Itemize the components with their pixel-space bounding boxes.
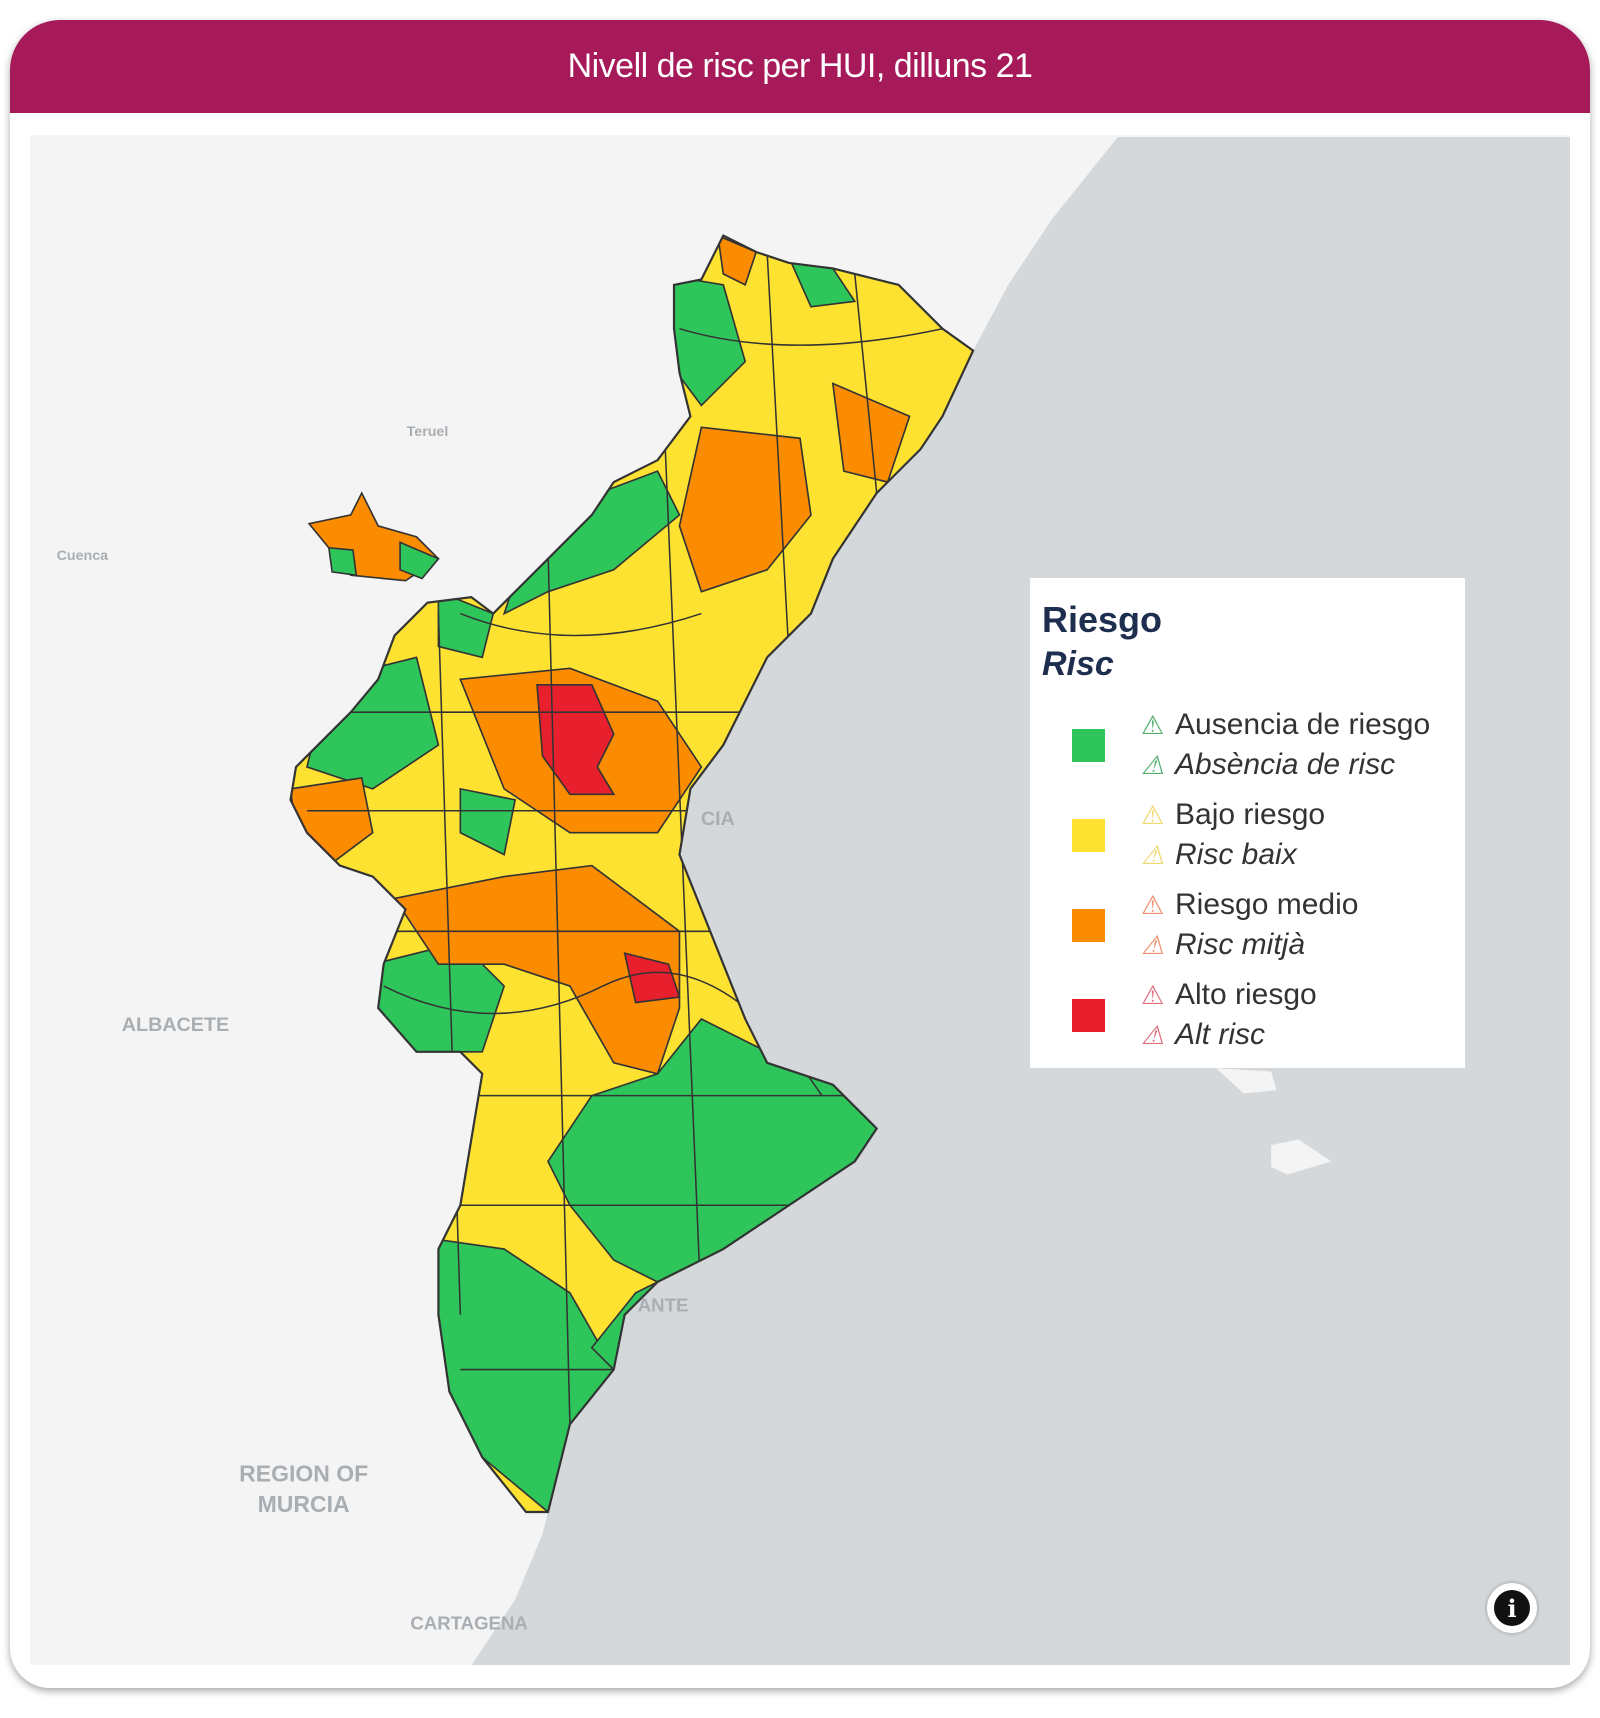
risk-legend: Riesgo Risc ⚠ Ausencia de riesgo ⚠ Absènci…	[1030, 578, 1465, 1068]
legend-label-ca: Risc mitjà	[1175, 928, 1306, 961]
enclave-rincon-de-ademuz[interactable]	[307, 491, 440, 582]
warning-icon: ⚠	[1141, 750, 1165, 780]
map-canvas[interactable]: Teruel Cuenca ALBACETE REGION OF MURCIA …	[30, 135, 1570, 1665]
legend-label-ca: Risc baix	[1175, 838, 1297, 871]
balearic-island	[1271, 1139, 1332, 1175]
warning-icon: ⚠	[1141, 930, 1165, 960]
legend-label-es: Bajo riesgo	[1175, 798, 1326, 831]
legend-label-es: Alto riesgo	[1175, 978, 1317, 1011]
info-icon: i	[1494, 1590, 1530, 1626]
warning-icon: ⚠	[1141, 800, 1165, 830]
warning-icon: ⚠	[1141, 840, 1165, 870]
legend-item-low[interactable]: ⚠ Bajo riesgo ⚠ Risc baix	[1042, 790, 1465, 880]
legend-item-high[interactable]: ⚠ Alto riesgo ⚠ Alt risc	[1042, 970, 1465, 1060]
balearic-island	[1216, 1068, 1277, 1094]
label-alicante: ANTE	[638, 1295, 689, 1316]
warning-icon: ⚠	[1141, 890, 1165, 920]
card-title: Nivell de risc per HUI, dilluns 21	[567, 47, 1033, 85]
label-valencia: CIA	[701, 808, 735, 830]
legend-swatch-green	[1072, 728, 1105, 762]
label-murcia: MURCIA	[258, 1491, 350, 1517]
legend-label-ca: Alt risc	[1175, 1018, 1265, 1051]
legend-subtitle: Risc	[1042, 645, 1114, 683]
label-cuenca: Cuenca	[57, 548, 109, 564]
label-cartagena: CARTAGENA	[410, 1612, 528, 1633]
legend-label-es: Ausencia de riesgo	[1175, 708, 1431, 741]
map-view[interactable]: Teruel Cuenca ALBACETE REGION OF MURCIA …	[30, 135, 1570, 1665]
legend-swatch-red	[1072, 998, 1105, 1032]
card-header: Nivell de risc per HUI, dilluns 21	[10, 20, 1590, 113]
label-region-of: REGION OF	[239, 1460, 368, 1486]
legend-label-es: Riesgo medio	[1175, 888, 1359, 921]
legend-title: Riesgo	[1042, 599, 1163, 640]
warning-icon: ⚠	[1141, 980, 1165, 1010]
legend-swatch-yellow	[1072, 818, 1105, 852]
risk-map-card: Nivell de risc per HUI, dilluns 21	[10, 20, 1590, 1688]
legend-label-ca: Absència de risc	[1175, 748, 1396, 781]
label-albacete: ALBACETE	[122, 1014, 229, 1036]
label-teruel: Teruel	[407, 424, 449, 440]
warning-icon: ⚠	[1141, 1020, 1165, 1050]
sea	[471, 136, 1570, 1665]
legend-swatch-orange	[1072, 908, 1105, 942]
warning-icon: ⚠	[1141, 710, 1165, 740]
legend-item-none[interactable]: ⚠ Ausencia de riesgo ⚠ Absència de risc	[1042, 700, 1465, 790]
legend-item-medium[interactable]: ⚠ Riesgo medio ⚠ Risc mitjà	[1042, 880, 1465, 970]
info-button[interactable]: i	[1487, 1583, 1537, 1633]
